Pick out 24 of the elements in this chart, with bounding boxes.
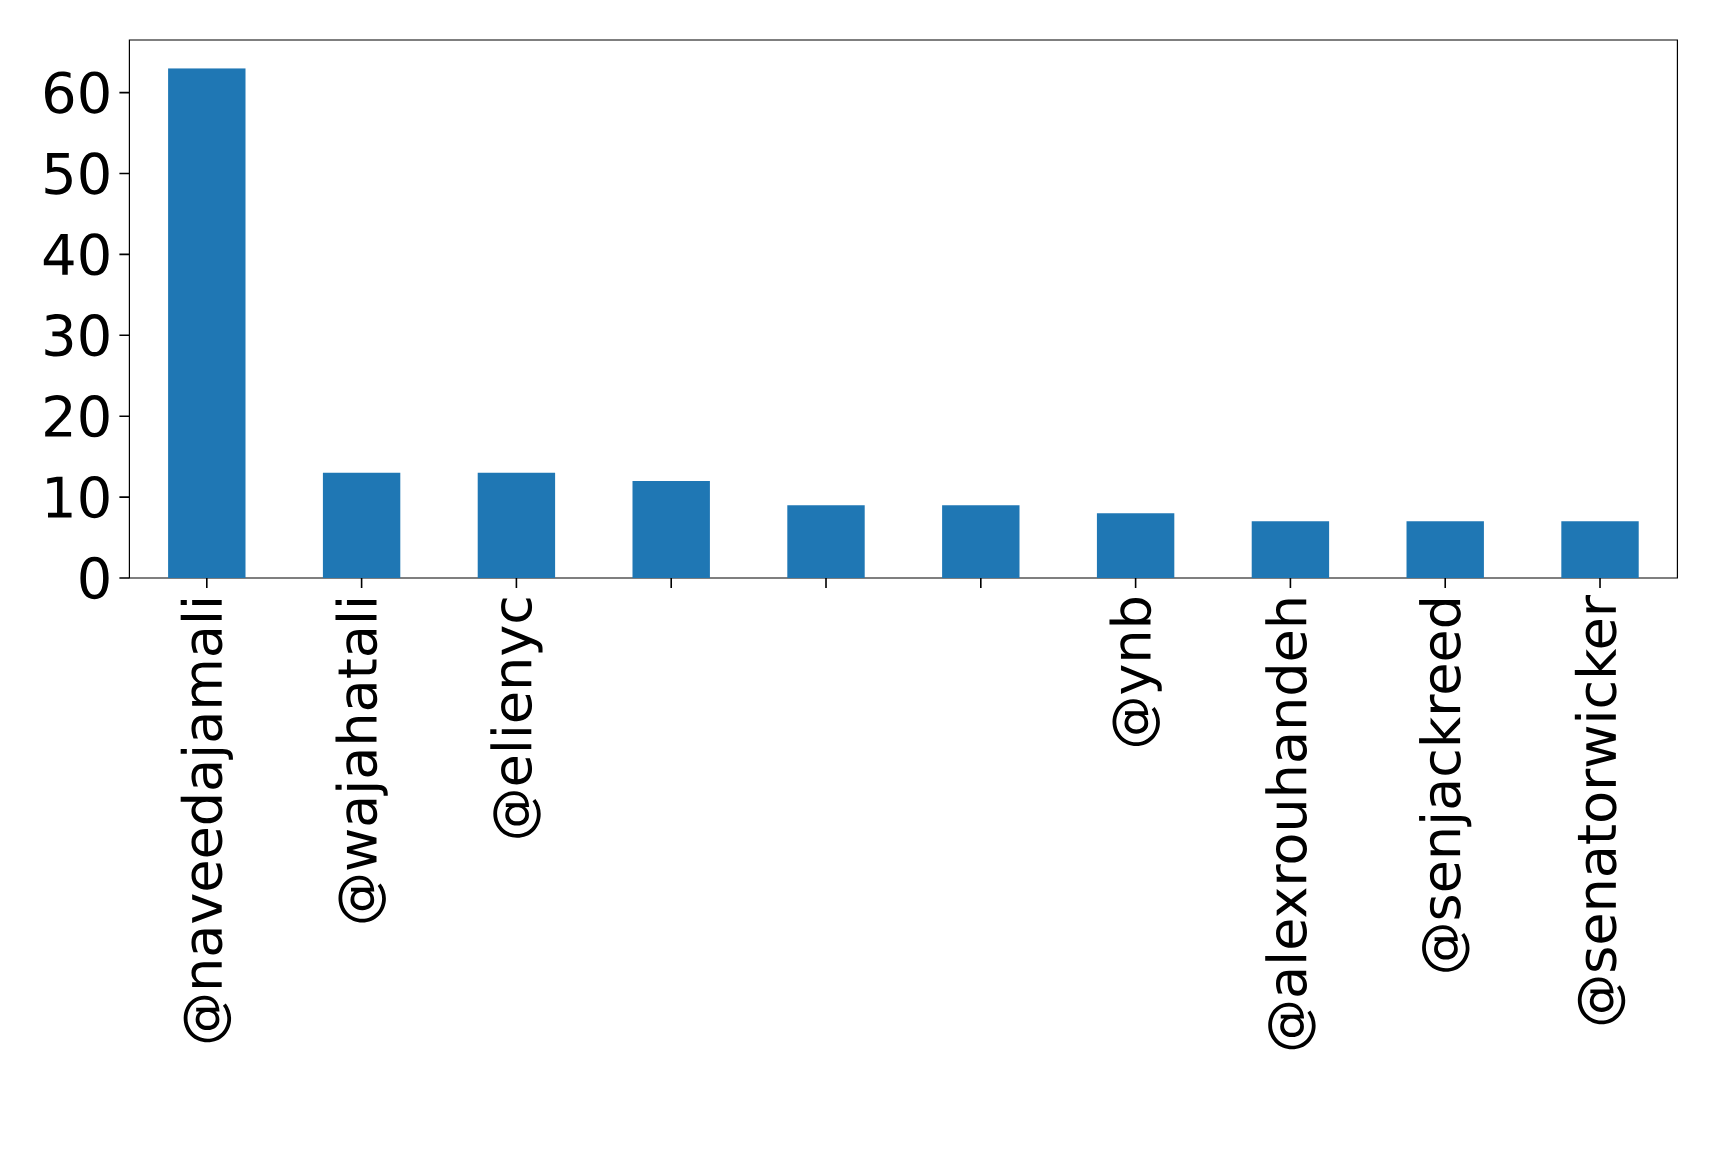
x-tick-label: @naveedajamali: [180, 600, 233, 1043]
bar: [787, 505, 865, 578]
x-tick-label: @alexrouhandeh: [1265, 599, 1316, 1050]
y-tick-label: 40: [43, 233, 109, 276]
bar: [1406, 521, 1484, 578]
y-tick-label: 30: [45, 314, 109, 357]
bar: [477, 472, 556, 578]
y-tick-label: 60: [45, 71, 109, 114]
y-tick-label: 10: [47, 475, 109, 519]
x-tick-label: @elienyc: [490, 598, 543, 838]
x-tick-label: @wajahatali: [335, 600, 388, 923]
bar: [942, 505, 1020, 578]
bar: [1561, 521, 1639, 578]
y-tick-label: 20: [45, 395, 109, 438]
x-tick-label: @senatorwicker: [1574, 595, 1626, 1025]
bar: [632, 480, 710, 578]
y-tick-label: 50: [45, 152, 109, 195]
x-tick-label: @senjackreed: [1419, 599, 1472, 972]
y-tick-label: 0: [80, 556, 109, 600]
bar: [1251, 521, 1330, 578]
bar: [322, 472, 401, 578]
bar: [168, 68, 246, 578]
bar: [1096, 513, 1175, 578]
x-tick-label: @ynb: [1109, 597, 1162, 746]
